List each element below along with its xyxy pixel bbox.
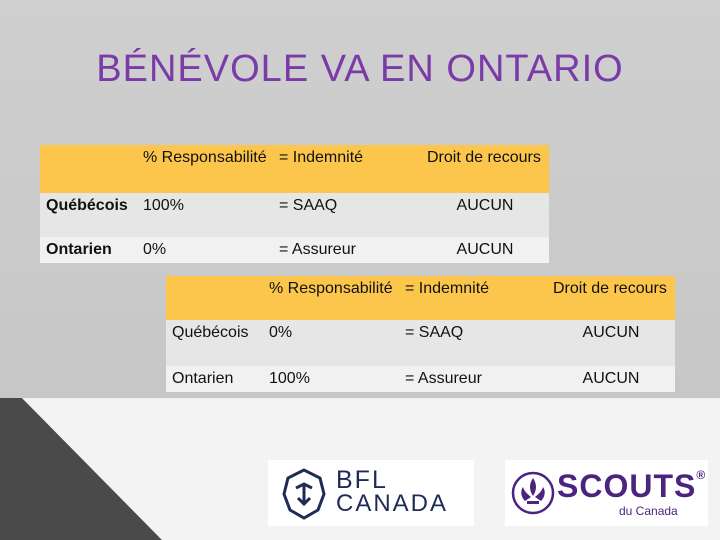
header-cell-responsabilite: % Responsabilité	[263, 276, 399, 320]
scouts-wordmark: SCOUTS®	[557, 468, 707, 504]
header-cell-empty	[40, 145, 137, 193]
header-cell-indemnite: = Indemnité	[399, 276, 547, 320]
cell-recours: AUCUN	[421, 193, 549, 237]
cell-responsabilite: 0%	[263, 320, 399, 366]
cell-indemnite: = Assureur	[399, 366, 547, 392]
table-row: Québécois 100% = SAAQ AUCUN	[40, 193, 549, 237]
cell-indemnite: = SAAQ	[273, 193, 421, 237]
table-row: Ontarien 0% = Assureur AUCUN	[40, 237, 549, 263]
row-label: Ontarien	[40, 237, 137, 263]
table-row: Québécois 0% = SAAQ AUCUN	[166, 320, 675, 366]
cell-recours: AUCUN	[547, 366, 675, 392]
row-label: Ontarien	[166, 366, 263, 392]
table-header-row: % Responsabilité = Indemnité Droit de re…	[166, 276, 675, 320]
bfl-wordmark-line1: BFL	[336, 466, 388, 494]
cell-responsabilite: 100%	[263, 366, 399, 392]
cell-recours: AUCUN	[547, 320, 675, 366]
slide-title: BÉNÉVOLE VA EN ONTARIO	[96, 48, 624, 90]
cell-indemnite: = Assureur	[273, 237, 421, 263]
header-cell-indemnite: = Indemnité	[273, 145, 421, 193]
table-header-row: % Responsabilité = Indemnité Droit de re…	[40, 145, 549, 193]
table-scenario-1: % Responsabilité = Indemnité Droit de re…	[40, 145, 549, 263]
table-scenario-2: % Responsabilité = Indemnité Droit de re…	[166, 276, 675, 392]
table-row: Ontarien 100% = Assureur AUCUN	[166, 366, 675, 392]
scouts-canada-logo: SCOUTS® du Canada	[505, 460, 708, 526]
header-cell-recours: Droit de recours	[547, 276, 675, 320]
cell-indemnite: = SAAQ	[399, 320, 547, 366]
cell-responsabilite: 0%	[137, 237, 273, 263]
row-label: Québécois	[40, 193, 137, 237]
fleur-de-lis-icon	[511, 471, 555, 515]
bfl-wordmark-line2: CANADA	[336, 490, 449, 517]
cell-recours: AUCUN	[421, 237, 549, 263]
header-cell-responsabilite: % Responsabilité	[137, 145, 273, 193]
bfl-canada-logo: BFL CANADA	[268, 460, 474, 526]
cell-responsabilite: 100%	[137, 193, 273, 237]
scouts-subtitle: du Canada	[619, 504, 678, 518]
row-label: Québécois	[166, 320, 263, 366]
header-cell-empty	[166, 276, 263, 320]
lion-icon	[282, 468, 326, 520]
header-cell-recours: Droit de recours	[421, 145, 549, 193]
